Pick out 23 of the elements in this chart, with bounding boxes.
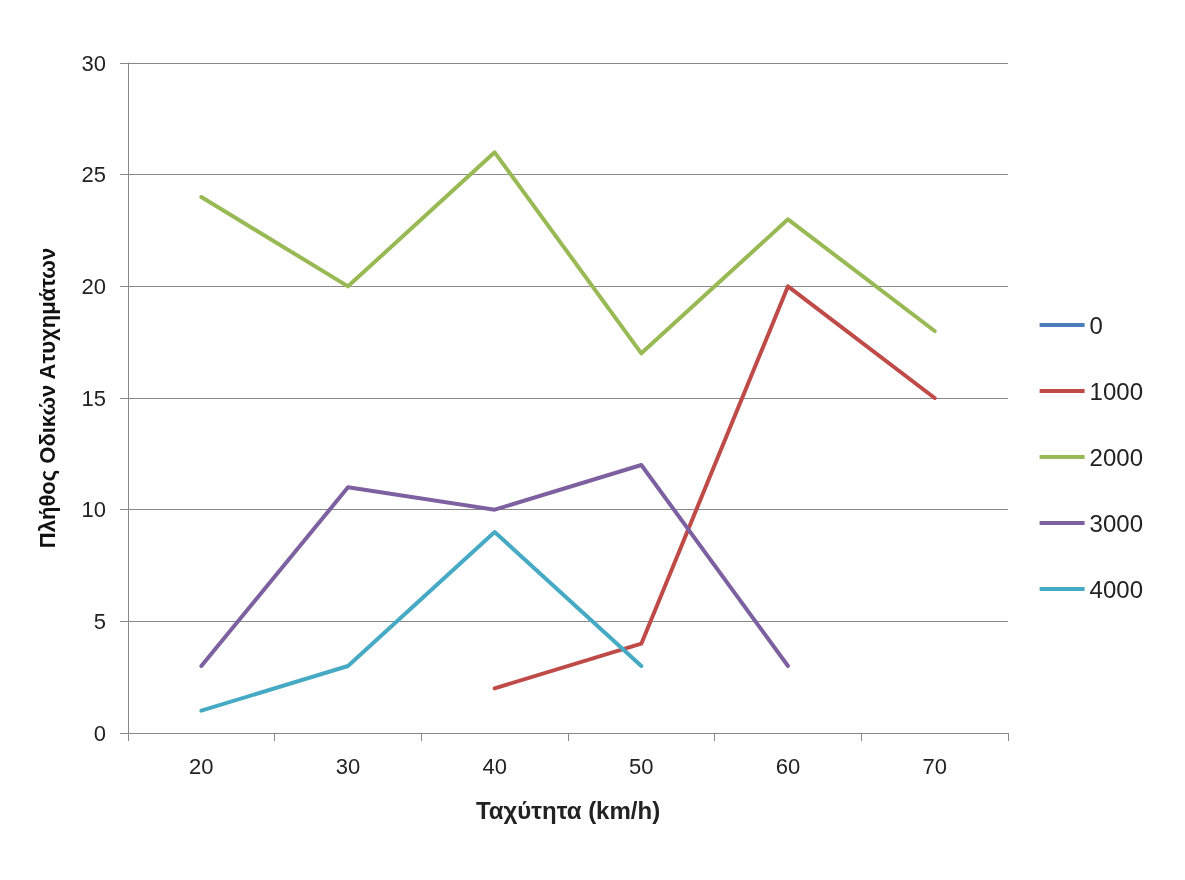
line-series <box>199 150 937 356</box>
x-axis-title: Ταχύτητα (km/h) <box>475 796 661 824</box>
y-axis-title: Πλήθος Οδικών Ατυχημάτων <box>34 247 60 549</box>
y-tick-label: 15 <box>81 385 106 411</box>
legend-label: 1000 <box>1089 377 1143 405</box>
x-tick-label: 20 <box>189 753 214 779</box>
y-tick-label: 25 <box>81 162 106 188</box>
x-tick-label: 70 <box>922 753 947 779</box>
line-series <box>199 463 790 668</box>
y-tick-label: 0 <box>93 720 106 746</box>
x-tick-label: 40 <box>482 753 507 779</box>
x-tick-label: 30 <box>335 753 361 779</box>
line-series <box>492 284 937 691</box>
legend-label: 2000 <box>1089 443 1143 471</box>
legend-label: 0 <box>1089 311 1103 339</box>
legend-label: 3000 <box>1089 509 1143 537</box>
y-tick-label: 10 <box>81 497 106 523</box>
y-tick-label: 5 <box>93 608 106 634</box>
x-tick-label: 50 <box>629 753 654 779</box>
y-tick-label: 20 <box>81 273 106 299</box>
x-tick-label: 60 <box>775 753 801 779</box>
legend-label: 4000 <box>1089 575 1143 603</box>
y-tick-label: 30 <box>81 50 106 76</box>
